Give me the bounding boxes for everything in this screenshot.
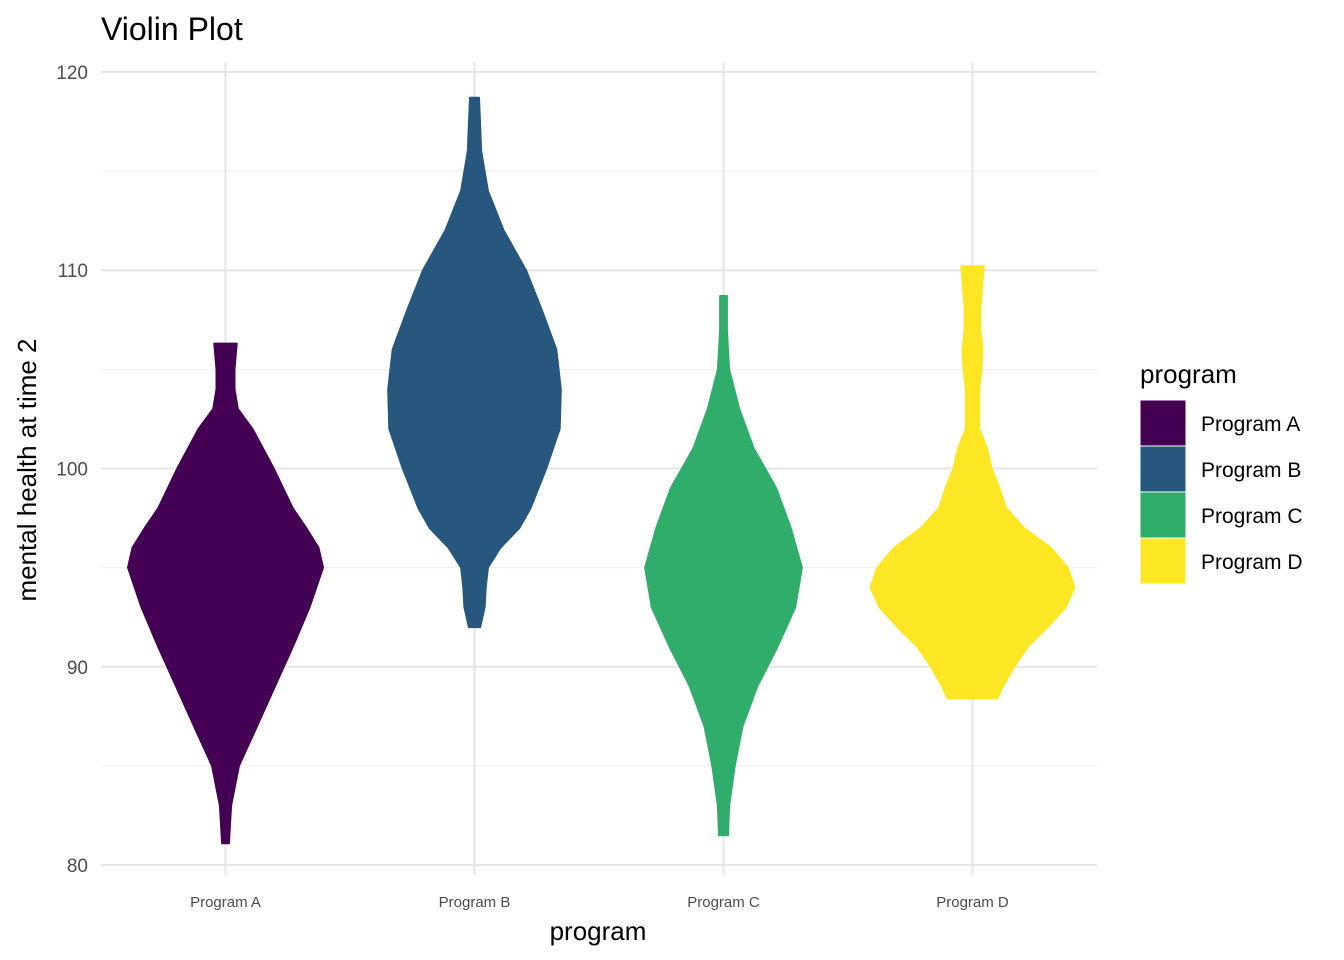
violin-program-c	[644, 295, 803, 837]
legend-label: Program B	[1201, 459, 1301, 482]
legend: program Program A Program B Program C Progr…	[1139, 359, 1303, 585]
x-axis-ticks: Program A Program B Program C Program D	[190, 894, 1009, 911]
y-tick-label: 120	[56, 63, 88, 84]
legend-label: Program A	[1201, 413, 1300, 436]
legend-key	[1139, 445, 1187, 493]
x-tick-label: Program B	[439, 894, 511, 911]
y-tick-label: 90	[67, 658, 88, 679]
x-axis-title: program	[550, 916, 647, 946]
violin-program-d	[869, 265, 1076, 700]
legend-key	[1139, 491, 1187, 539]
legend-key	[1139, 399, 1187, 447]
x-tick-label: Program C	[687, 894, 760, 911]
legend-label: Program C	[1201, 505, 1303, 528]
y-tick-label: 110	[58, 261, 88, 282]
y-tick-label: 80	[67, 856, 88, 877]
violins	[127, 96, 1076, 845]
legend-title: program	[1140, 359, 1237, 389]
y-axis-title: mental health at time 2	[12, 338, 42, 601]
violin-program-b	[387, 96, 562, 629]
y-tick-label: 100	[56, 460, 88, 481]
chart-title: Violin Plot	[101, 11, 243, 47]
x-tick-label: Program A	[190, 894, 261, 911]
y-axis-ticks: 80 90 100 110 120	[56, 63, 88, 877]
x-tick-label: Program D	[936, 894, 1009, 911]
violin-program-a	[127, 342, 324, 845]
legend-label: Program D	[1201, 551, 1303, 574]
legend-key	[1139, 537, 1187, 585]
